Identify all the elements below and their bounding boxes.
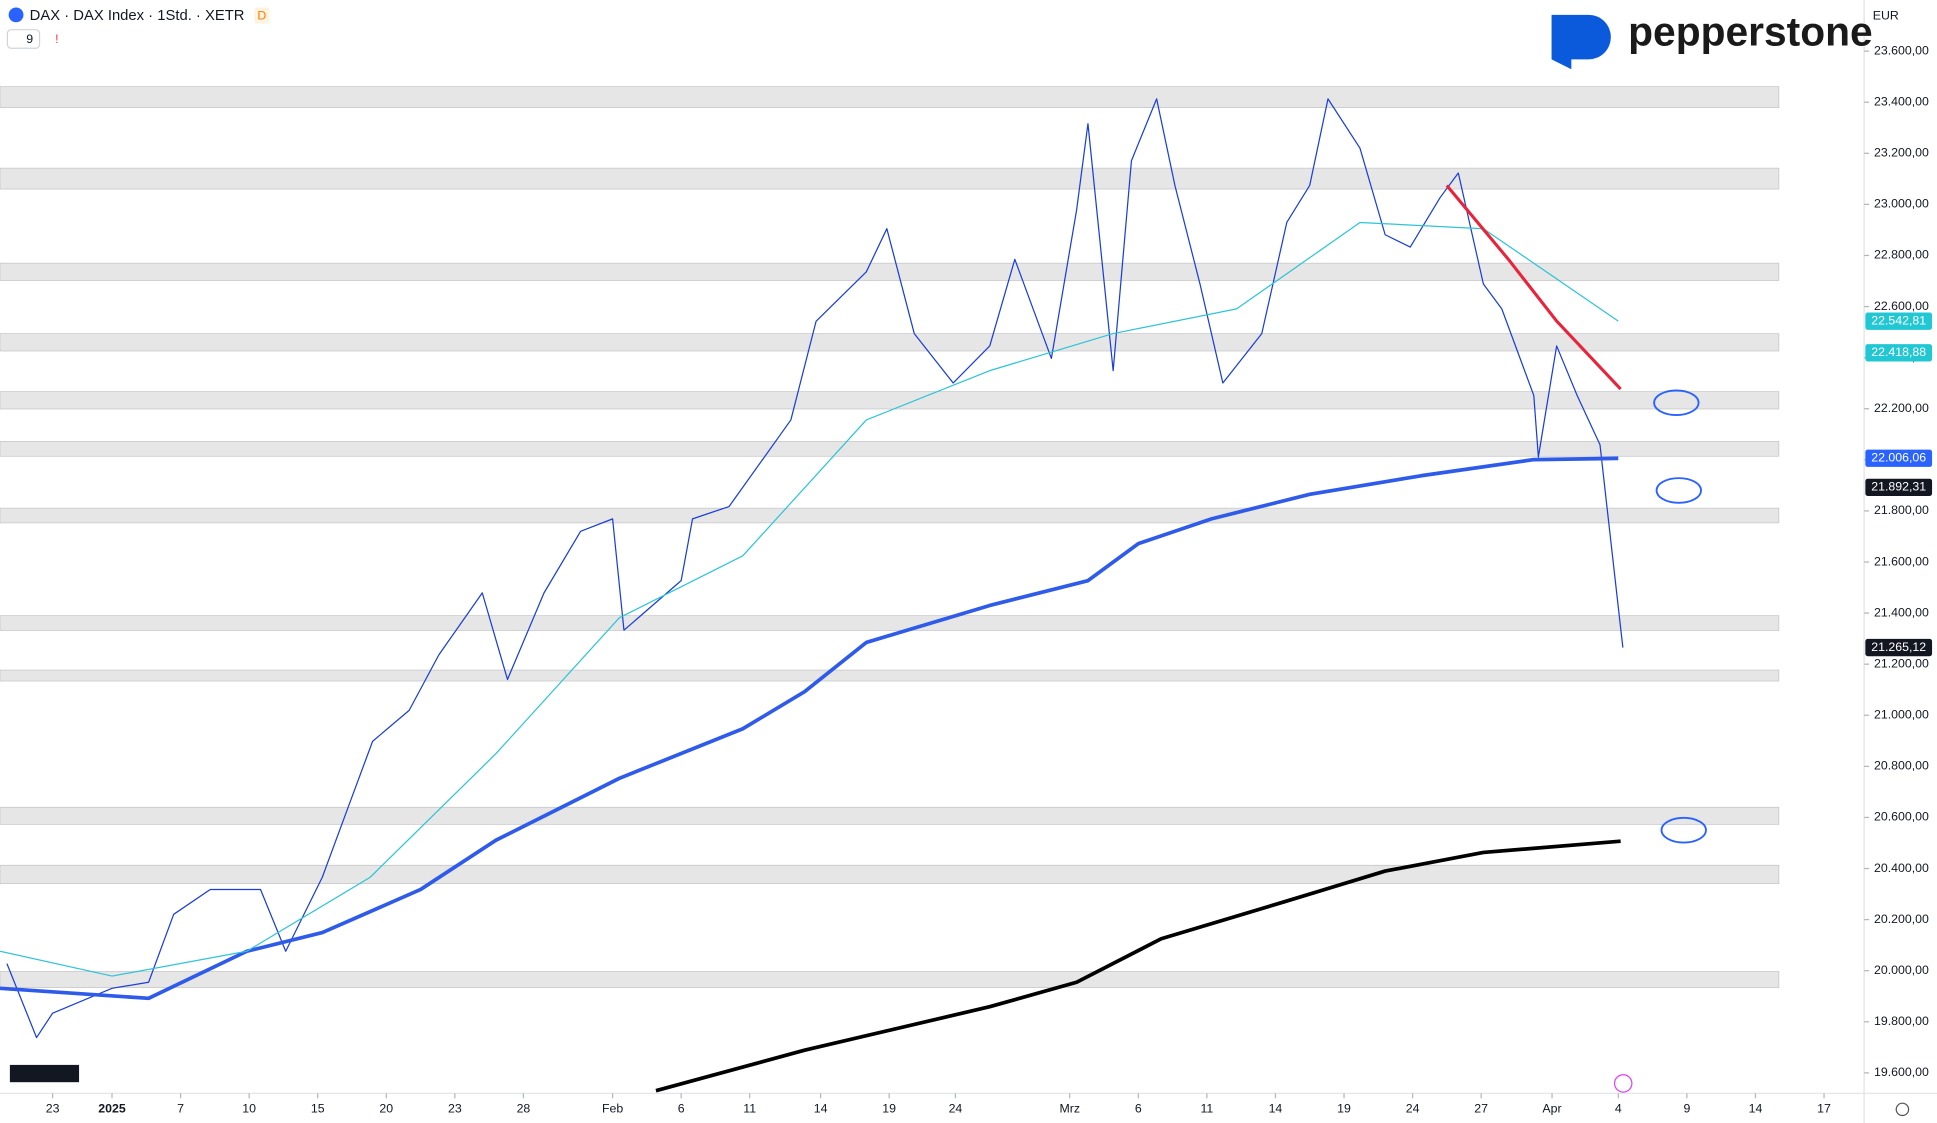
y-tick-label: 20.200,00 <box>1874 912 1929 926</box>
x-tick-label: 24 <box>949 1102 963 1116</box>
x-tick-label: 14 <box>1269 1102 1283 1116</box>
x-tick-label: 10 <box>242 1102 256 1116</box>
x-tick-label: 23 <box>46 1102 60 1116</box>
y-tick-label: 20.800,00 <box>1874 759 1929 773</box>
annotation-circle <box>1660 816 1707 844</box>
y-tick-label: 22.600,00 <box>1874 299 1929 313</box>
price-badge <box>1865 478 1933 496</box>
y-tick-label: 21.800,00 <box>1874 503 1929 517</box>
price-line <box>6 98 1624 1039</box>
y-tick-label: 20.400,00 <box>1874 861 1929 875</box>
annotation-circle <box>1655 477 1702 504</box>
x-tick-label: 23 <box>448 1102 462 1116</box>
x-tick-label: 24 <box>1406 1102 1420 1116</box>
price-badge <box>1865 638 1933 657</box>
support-zone <box>0 507 1780 524</box>
x-tick-label: 14 <box>814 1102 828 1116</box>
support-zone <box>0 971 1780 988</box>
y-tick-label: 21.000,00 <box>1874 708 1929 722</box>
price-line <box>1445 184 1622 391</box>
y-tick-label: 23.200,00 <box>1874 146 1929 160</box>
support-zone <box>0 441 1780 457</box>
support-zone <box>0 864 1780 884</box>
y-tick-label: 23.000,00 <box>1874 197 1929 211</box>
indicator-count: 9 <box>26 32 33 46</box>
x-tick-label: 11 <box>1200 1102 1213 1116</box>
support-zone <box>0 86 1780 108</box>
price-line <box>0 221 1619 977</box>
y-tick-label: 20.000,00 <box>1874 963 1929 977</box>
y-tick-label: 21.200,00 <box>1874 656 1929 670</box>
indicator-toggle[interactable] <box>6 29 41 49</box>
support-zone <box>0 391 1780 410</box>
y-tick-label: 19.600,00 <box>1874 1065 1929 1079</box>
price-line <box>655 839 1621 1093</box>
x-tick-label: 27 <box>1474 1102 1488 1116</box>
x-tick-label: 19 <box>1337 1102 1351 1116</box>
x-tick-label: 14 <box>1749 1102 1763 1116</box>
annotation-circle <box>1653 389 1700 417</box>
symbol-title[interactable]: DAX · DAX Index · 1Std. · XETR <box>30 8 245 24</box>
price-badge <box>1865 344 1933 362</box>
support-zone <box>0 262 1780 281</box>
x-tick-label: 4 <box>1615 1102 1622 1116</box>
alert-mark: ! <box>55 32 58 46</box>
x-tick-label: 28 <box>517 1102 531 1116</box>
support-zone <box>0 669 1780 682</box>
support-zone <box>0 167 1780 190</box>
x-tick-label: 20 <box>379 1102 393 1116</box>
support-zone <box>0 615 1780 631</box>
symbol-icon <box>8 7 24 23</box>
x-tick-label: 19 <box>882 1102 896 1116</box>
x-tick-label: 15 <box>311 1102 325 1116</box>
price-badge-label: 21.265,12 <box>1871 640 1926 654</box>
price-line <box>0 456 1619 1001</box>
support-zone <box>0 333 1780 352</box>
price-badge-label: 22.542,81 <box>1871 313 1926 327</box>
interval-badge: D <box>257 8 266 22</box>
x-tick-label: 6 <box>1135 1102 1142 1116</box>
brand-name: pepperstone <box>1628 8 1873 54</box>
x-tick-label: 7 <box>177 1102 184 1116</box>
badge <box>254 7 270 24</box>
settings-icon[interactable] <box>1895 1102 1910 1117</box>
x-tick-label: 6 <box>678 1102 685 1116</box>
x-tick-label: Apr <box>1542 1102 1561 1116</box>
y-tick-label: 23.600,00 <box>1874 43 1929 57</box>
y-tick-label: 22.800,00 <box>1874 248 1929 262</box>
x-tick-label: Feb <box>602 1102 623 1116</box>
price-badge-label: 22.006,06 <box>1871 451 1926 465</box>
x-tick-label: 17 <box>1817 1102 1831 1116</box>
brand-logo <box>1551 14 1611 70</box>
x-tick-label: 2025 <box>98 1102 126 1116</box>
price-badge <box>1865 312 1933 330</box>
y-tick-label: 22.200,00 <box>1874 401 1929 415</box>
y-tick-label: 19.800,00 <box>1874 1014 1929 1028</box>
x-tick-label: 11 <box>743 1102 756 1116</box>
y-tick-label: 20.600,00 <box>1874 810 1929 824</box>
y-tick-label: 21.400,00 <box>1874 605 1929 619</box>
event-icon[interactable] <box>1613 1074 1633 1093</box>
x-tick-label: Mrz <box>1059 1102 1080 1116</box>
price-badge-label: 21.892,31 <box>1871 480 1926 494</box>
y-tick-label: 23.400,00 <box>1874 94 1929 108</box>
currency[interactable]: EUR <box>1873 8 1899 22</box>
tv-logo <box>9 1064 80 1083</box>
x-tick-label: 9 <box>1683 1102 1690 1116</box>
support-zone <box>0 806 1780 825</box>
y-tick-label: 21.600,00 <box>1874 554 1929 568</box>
price-badge <box>1865 449 1933 467</box>
price-badge-label: 22.418,88 <box>1871 345 1926 359</box>
